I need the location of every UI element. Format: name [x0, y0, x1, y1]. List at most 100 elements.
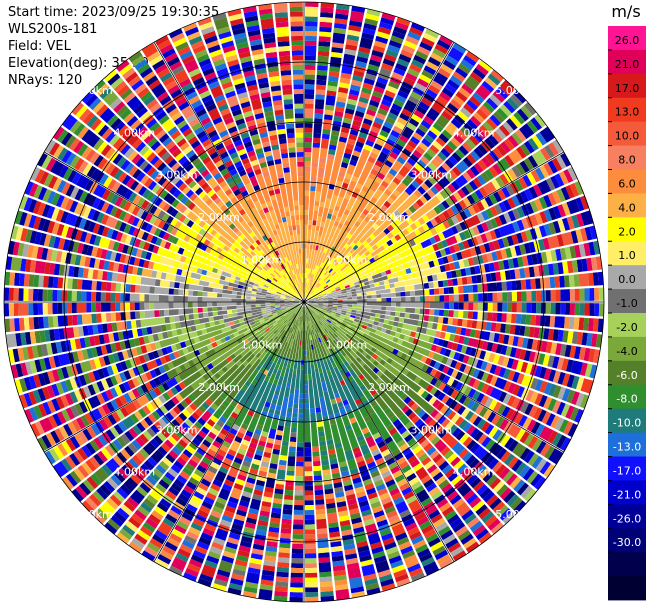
ray-gates	[139, 294, 145, 302]
ray-gates	[447, 471, 459, 482]
ray-gates	[444, 90, 527, 169]
ray-gates	[275, 282, 285, 289]
ray-gates	[328, 63, 354, 151]
ray-gates	[339, 519, 351, 527]
ray-gates	[319, 17, 333, 23]
ray-gates	[485, 208, 494, 219]
ray-gates	[461, 408, 470, 418]
ray-gates	[304, 219, 313, 298]
ray-gates	[15, 333, 22, 347]
ray-gates	[561, 202, 571, 216]
colorbar-tick-label: 13.0	[615, 106, 640, 119]
ray-gates	[313, 304, 468, 354]
ray-gates	[476, 266, 535, 284]
ray-gates	[558, 171, 569, 185]
ray-gates	[180, 105, 214, 152]
ray-gates	[308, 233, 462, 301]
colorbar-cell	[608, 552, 646, 577]
ray-gates	[185, 434, 252, 578]
ray-gates	[445, 397, 515, 450]
ray-gates	[128, 51, 143, 63]
ray-gates	[308, 303, 313, 306]
ray-gates	[344, 403, 386, 492]
ray-gates	[393, 496, 424, 545]
ray-gates	[304, 55, 316, 95]
ray-gates	[340, 39, 359, 80]
ray-gates	[65, 389, 175, 469]
ray-gates	[157, 147, 272, 268]
ray-gates	[263, 37, 287, 140]
ray-gates	[455, 525, 468, 537]
ray-gates	[10, 257, 22, 271]
ray-gates	[225, 54, 301, 289]
ray-gates	[106, 191, 128, 209]
ray-gates	[87, 370, 132, 396]
ray-gates	[538, 327, 545, 339]
ray-gates	[96, 363, 149, 392]
ray-gates	[327, 512, 338, 524]
ray-gates	[351, 12, 396, 132]
ray-gates	[304, 127, 313, 133]
ray-gates	[179, 443, 209, 481]
ray-gates	[461, 319, 482, 330]
ray-gates	[136, 313, 279, 385]
ray-gates	[141, 489, 192, 562]
ray-gates	[120, 433, 131, 445]
ray-gates	[427, 432, 437, 442]
ray-gates	[243, 360, 273, 410]
ray-gates	[157, 432, 167, 442]
ray-gates	[306, 325, 337, 514]
ray-gates	[526, 338, 572, 358]
ray-gates	[52, 413, 63, 427]
ray-gates	[91, 313, 97, 324]
ray-gates	[10, 225, 19, 240]
ray-gates	[451, 117, 543, 191]
ray-gates	[454, 392, 463, 402]
ray-gates	[394, 250, 553, 288]
ray-gates	[184, 431, 194, 441]
ray-gates	[458, 335, 588, 376]
ray-gates	[227, 309, 233, 314]
ray-gates	[71, 302, 111, 314]
ray-gates	[322, 356, 392, 537]
ray-gates	[121, 174, 163, 207]
ray-gates	[439, 331, 446, 339]
ray-gates	[179, 123, 190, 134]
ray-gates	[465, 410, 487, 430]
ray-gates	[453, 251, 498, 270]
ray-gates	[217, 200, 277, 270]
ray-gates	[478, 302, 483, 311]
ray-gates	[441, 162, 451, 172]
ray-gates	[23, 213, 60, 235]
ray-gates	[379, 466, 389, 475]
ray-gates	[383, 108, 529, 235]
ray-gates	[84, 381, 153, 425]
ray-gates	[150, 194, 159, 204]
ray-gates	[223, 86, 235, 94]
ray-gates	[44, 139, 56, 154]
ray-gates	[201, 437, 259, 578]
ray-gates	[418, 101, 430, 111]
ray-gates	[415, 449, 465, 509]
ray-gates	[267, 429, 283, 479]
ray-gates	[146, 356, 167, 371]
ray-gates	[485, 362, 493, 373]
elevation-label: Elevation(deg): 35.30	[8, 56, 149, 71]
ray-gates	[305, 198, 332, 298]
ray-gates	[354, 451, 363, 459]
ray-gates	[245, 534, 266, 584]
ray-gates	[164, 425, 174, 435]
ray-gates	[305, 109, 334, 293]
colorbar-cell	[608, 121, 646, 146]
ray-gates	[141, 42, 244, 201]
ray-gates	[335, 101, 346, 108]
ray-gates	[340, 314, 456, 359]
ray-gates	[318, 320, 450, 490]
ray-gates	[466, 473, 495, 503]
ray-gates	[486, 252, 494, 262]
ray-gates	[375, 457, 394, 483]
ray-gates	[164, 464, 181, 482]
ray-gates	[327, 85, 338, 92]
ray-gates	[92, 197, 153, 233]
ray-gates	[304, 93, 315, 99]
